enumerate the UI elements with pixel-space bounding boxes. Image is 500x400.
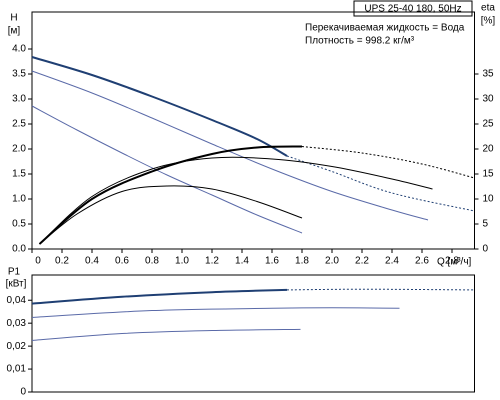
y-axis-label: P1	[8, 267, 21, 278]
curve	[31, 70, 429, 221]
y2-tick-label: 10	[483, 194, 495, 205]
y-tick-label: 0.5	[12, 219, 26, 230]
x-tick-label: 2.0	[325, 256, 339, 267]
y2-tick-label: 30	[483, 94, 495, 105]
x-tick-label: 2.8	[445, 256, 459, 267]
curve	[38, 145, 303, 245]
curve	[39, 185, 303, 245]
y-axis-unit: [м]	[8, 26, 21, 37]
y2-tick-label: 25	[483, 119, 495, 130]
y-tick-label: 0,03	[7, 318, 27, 329]
y-tick-label: 0	[20, 387, 26, 398]
chart-title: UPS 25-40 180, 50Hz	[364, 4, 461, 15]
y2-axis-label: eta	[481, 3, 495, 14]
curve	[31, 56, 288, 157]
y2-tick-label: 5	[483, 219, 489, 230]
y-tick-label: 0,02	[7, 341, 27, 352]
x-tick-label: 0.4	[85, 256, 99, 267]
x-tick-label: 0.2	[55, 256, 69, 267]
curve	[286, 288, 475, 291]
x-tick-label: 1.6	[265, 256, 279, 267]
y2-tick-label: 20	[483, 144, 495, 155]
y-axis-unit: [кВт]	[6, 279, 27, 290]
y2-tick-label: 35	[483, 69, 495, 80]
y2-tick-label: 15	[483, 169, 495, 180]
y-tick-label: 0,04	[7, 295, 27, 306]
x-axis-label: Q [м³/ч]	[437, 257, 472, 268]
plot-frame	[31, 11, 475, 250]
y-tick-label: 2.5	[12, 119, 26, 130]
x-tick-label: 1.8	[295, 256, 309, 267]
y2-tick-label: 0	[483, 244, 489, 255]
annotation: Плотность = 998.2 кг/м³	[305, 36, 415, 47]
y-tick-label: 1.0	[12, 194, 26, 205]
x-tick-label: 1.2	[205, 256, 219, 267]
y-tick-label: 0.0	[12, 244, 26, 255]
x-tick-label: 2.2	[355, 256, 369, 267]
y-tick-label: 2.0	[12, 144, 26, 155]
x-tick-label: 2.6	[415, 256, 429, 267]
y-tick-label: 1.5	[12, 169, 26, 180]
curve	[31, 328, 301, 341]
annotation: Перекачиваемая жидкость = Вода	[305, 23, 465, 34]
curve	[31, 288, 288, 305]
y-tick-label: 3.5	[12, 69, 26, 80]
y-tick-label: 3.0	[12, 94, 26, 105]
y2-axis-unit: [%]	[481, 16, 496, 27]
x-tick-label: 0.6	[115, 256, 129, 267]
curve	[31, 307, 400, 318]
curve	[31, 105, 303, 234]
y-tick-label: 4.0	[12, 44, 26, 55]
y-tick-label: 0,01	[7, 364, 27, 375]
x-tick-label: 1.4	[235, 256, 249, 267]
x-tick-label: 1.0	[175, 256, 189, 267]
curve	[39, 156, 433, 245]
curve	[286, 155, 475, 212]
curve	[301, 146, 475, 179]
x-tick-label: 2.4	[385, 256, 399, 267]
x-tick-label: 0.8	[145, 256, 159, 267]
plot-frame	[31, 274, 475, 393]
y-axis-label: H	[10, 13, 17, 24]
x-tick-label: 0	[35, 256, 41, 267]
